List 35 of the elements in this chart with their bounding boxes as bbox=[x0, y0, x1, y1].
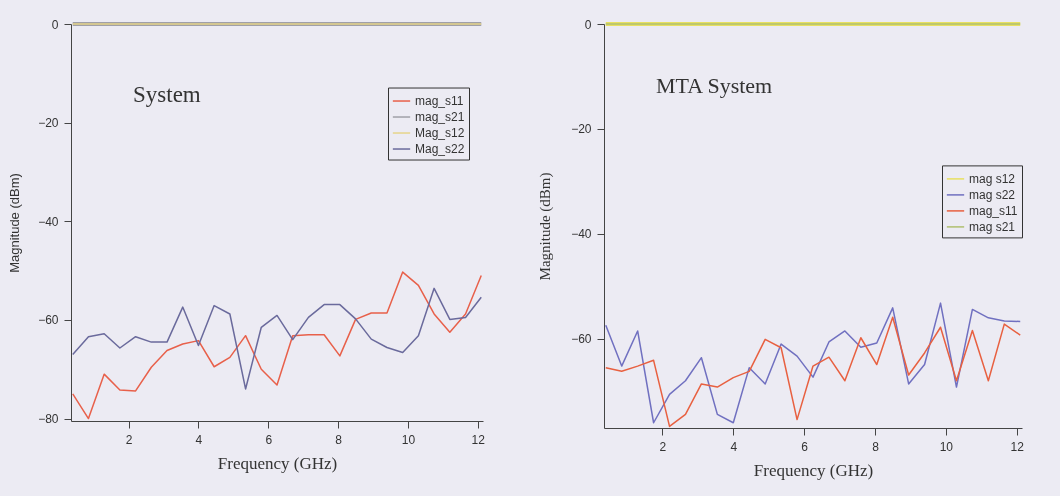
x-tick-label: 6 bbox=[265, 432, 273, 447]
y-tick-label: −40 bbox=[571, 227, 592, 242]
y-tick-label: 0 bbox=[584, 17, 592, 32]
y-axis-title: Magnitude (dBm) bbox=[537, 172, 555, 281]
legend-label: Mag_s22 bbox=[415, 142, 465, 157]
x-tick-label: 8 bbox=[872, 439, 880, 454]
y-tick-label: −60 bbox=[571, 332, 592, 347]
y-tick-label: −20 bbox=[38, 116, 59, 131]
x-axis-title: Frequency (GHz) bbox=[753, 460, 874, 480]
text: MTA System bbox=[656, 73, 773, 98]
legend-label: mag_s11 bbox=[969, 203, 1018, 218]
legend-label: mag s12 bbox=[969, 171, 1016, 186]
x-tick-label: 6 bbox=[801, 439, 809, 454]
x-tick-label: 4 bbox=[730, 439, 738, 454]
y-tick-label: 0 bbox=[51, 17, 59, 32]
y-tick-label: −20 bbox=[571, 122, 592, 137]
x-tick-label: 12 bbox=[471, 432, 486, 447]
legend-label: Mag_s12 bbox=[415, 126, 465, 141]
x-axis-title: Frequency (GHz) bbox=[217, 453, 338, 473]
x-tick-label: 2 bbox=[659, 439, 667, 454]
x-tick-label: 10 bbox=[939, 439, 954, 454]
x-tick-label: 8 bbox=[335, 432, 343, 447]
y-tick-label: −60 bbox=[38, 313, 59, 328]
x-tick-label: 10 bbox=[401, 432, 416, 447]
x-tick-label: 12 bbox=[1010, 439, 1025, 454]
text: System bbox=[133, 82, 201, 107]
y-tick-label: −80 bbox=[38, 412, 59, 427]
x-tick-label: 2 bbox=[125, 432, 133, 447]
legend-label: mag s22 bbox=[969, 187, 1016, 202]
y-tick-label: −40 bbox=[38, 214, 59, 229]
x-tick-label: 4 bbox=[195, 432, 203, 447]
y-axis-title: Magnitude (dBm) bbox=[7, 173, 23, 273]
legend-label: mag s21 bbox=[969, 219, 1016, 234]
legend-label: mag_s11 bbox=[415, 94, 464, 109]
legend-label: mag_s21 bbox=[415, 110, 465, 125]
